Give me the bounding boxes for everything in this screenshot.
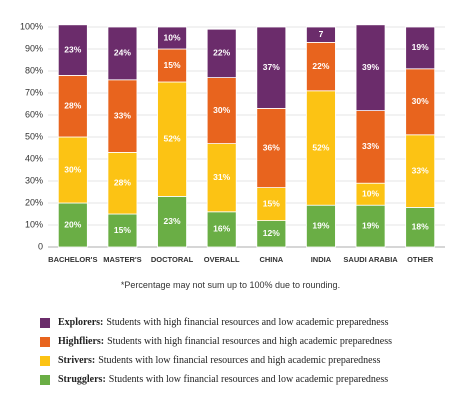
legend-description: Students with high financial resources a… [107, 336, 393, 347]
data-label: 16% [213, 224, 230, 234]
legend-swatch [40, 355, 50, 366]
data-label: 52% [164, 133, 181, 143]
y-tick-label: 20% [25, 197, 43, 207]
data-label: 28% [114, 177, 131, 187]
data-label: 39% [362, 62, 379, 72]
footnote: *Percentage may not sum up to 100% due t… [120, 280, 341, 290]
bar-segment [256, 26, 287, 109]
bar-segment [157, 48, 187, 83]
x-tick-label: OVERALL [203, 255, 240, 264]
data-label: 19% [312, 220, 329, 230]
data-label: 19% [362, 220, 379, 230]
x-tick-label: MASTER'S [103, 255, 142, 264]
bar-segment [107, 213, 138, 248]
legend-entry: Strivers: Students with low financial res… [40, 355, 380, 366]
bar-segment [57, 202, 88, 248]
bar-segment [306, 90, 336, 206]
data-label: 30% [64, 164, 81, 174]
legend-name: Strugglers: [58, 374, 106, 385]
legend-swatch [40, 336, 50, 347]
data-label: 33% [114, 110, 131, 120]
y-tick-label: 80% [25, 65, 43, 75]
legend-entry: Highfliers: Students with high financial … [40, 336, 392, 347]
y-tick-label: 40% [25, 153, 43, 163]
data-label: 36% [263, 142, 280, 152]
y-tick-label: 0 [38, 241, 43, 251]
y-tick-label: 70% [25, 87, 43, 97]
data-label: 12% [263, 228, 280, 238]
legend-swatch [40, 317, 50, 328]
y-tick-label: 50% [25, 131, 43, 141]
x-tick-label: INDIA [310, 255, 332, 264]
data-label: 7 [319, 29, 324, 39]
bar-segment [157, 195, 187, 248]
legend-swatch [40, 374, 50, 385]
bar-segment [405, 134, 436, 208]
data-label: 20% [64, 219, 81, 229]
bar-segment [107, 26, 138, 81]
data-label: 15% [164, 60, 181, 70]
bar-segment [206, 28, 237, 79]
y-tick-label: 10% [25, 219, 43, 229]
x-tick-label: BACHELOR'S [48, 255, 98, 264]
x-tick-label: CHINA [259, 255, 284, 264]
legend-entry: Strugglers: Students with low financial r… [40, 374, 388, 385]
legend-description: Students with high financial resources a… [106, 317, 389, 328]
y-tick-label: 100% [20, 21, 43, 31]
x-tick-label: OTHER [407, 255, 434, 264]
legend-name: Strivers: [58, 355, 96, 366]
data-label: 10% [362, 188, 379, 198]
data-label: 30% [213, 105, 230, 115]
data-label: 18% [412, 221, 429, 231]
bar-segment [57, 24, 88, 76]
bar-segment [206, 211, 237, 248]
data-label: 28% [64, 100, 81, 110]
x-tick-label: DOCTORAL [150, 255, 194, 264]
data-label: 24% [114, 48, 131, 58]
bar-segment [355, 110, 386, 184]
legend-name: Highfliers: [58, 336, 105, 347]
y-tick-label: 30% [25, 175, 43, 185]
bar-segment [306, 26, 336, 43]
data-label: 22% [213, 48, 230, 58]
data-label: 31% [213, 172, 230, 182]
data-label: 15% [263, 198, 280, 208]
legend-description: Students with low financial resources an… [98, 355, 381, 366]
bar-segment [107, 79, 138, 153]
bar-segment [107, 151, 138, 215]
bar-segment [405, 68, 436, 136]
legend-description: Students with low financial resources an… [108, 374, 389, 385]
data-label: 22% [312, 61, 329, 71]
bar-segment [405, 26, 436, 70]
data-label: 33% [362, 141, 379, 151]
y-tick-label: 90% [25, 43, 43, 53]
data-label: 15% [114, 225, 131, 235]
data-label: 33% [412, 165, 429, 175]
y-tick-label: 60% [25, 109, 43, 119]
data-label: 19% [412, 42, 429, 52]
data-label: 30% [412, 96, 429, 106]
data-label: 23% [64, 44, 81, 54]
bar-segment [355, 24, 386, 112]
x-tick-label: SAUDI ARABIA [343, 255, 398, 264]
bar-segment [206, 143, 237, 213]
data-label: 23% [164, 216, 181, 226]
bar-segment [256, 220, 287, 248]
bar-segment [306, 204, 336, 248]
bar-segment [157, 81, 187, 197]
legend-name: Explorers: [58, 317, 104, 328]
bar-segment [157, 26, 187, 50]
data-label: 52% [312, 142, 329, 152]
bar-segment [306, 42, 336, 92]
data-label: 37% [263, 62, 280, 72]
bar-segment [57, 136, 88, 204]
data-label: 10% [164, 32, 181, 42]
legend-entry: Explorers: Students with high financial r… [40, 317, 389, 328]
bar-segment [256, 187, 287, 222]
bar-segment [355, 204, 386, 248]
